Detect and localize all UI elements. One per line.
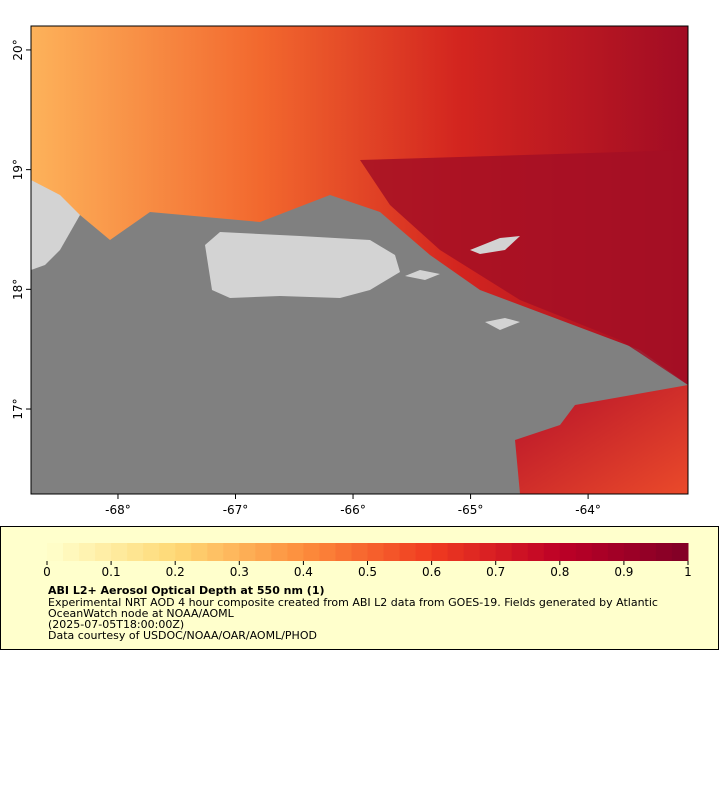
colorbar-step (399, 543, 417, 561)
colorbar-tick-label: 0 (43, 565, 51, 579)
colorbar-step (143, 543, 160, 561)
colorbar-step (623, 543, 641, 561)
map-frame (30, 25, 689, 495)
colorbar-tick-label: 1 (684, 565, 692, 579)
colorbar-tick-label: 0.6 (422, 565, 441, 579)
colorbar-step (447, 543, 465, 561)
colorbar-tick-label: 0.3 (230, 565, 249, 579)
virgin-islands (470, 236, 520, 254)
colorbar-step (63, 543, 80, 561)
colorbar-step (655, 543, 673, 561)
puerto-rico (205, 232, 400, 298)
colorbar-step (303, 543, 320, 561)
colorbar-step (271, 543, 288, 561)
colorbar-step (351, 543, 368, 561)
x-tick-label: -68° (105, 503, 131, 517)
hispaniola (31, 180, 80, 270)
colorbar-step (479, 543, 497, 561)
colorbar-step (431, 543, 449, 561)
colorbar-tick-label: 0.8 (550, 565, 569, 579)
legend-line: Experimental NRT AOD 4 hour composite cr… (48, 596, 658, 609)
colorbar-step (255, 543, 272, 561)
y-tick-label: 18° (11, 279, 25, 300)
colorbar-step (79, 543, 96, 561)
aod-south (515, 385, 688, 494)
x-tick-label: -65° (458, 503, 484, 517)
colorbar-step (367, 543, 385, 561)
colorbar-step (607, 543, 625, 561)
y-tick-label: 19° (11, 159, 25, 180)
colorbar-step (239, 543, 256, 561)
colorbar-step (287, 543, 304, 561)
colorbar-tick-label: 0.4 (294, 565, 313, 579)
axes: -68° -67° -66° -65° -64° 17° 18° 19° 20° (11, 39, 601, 517)
colorbar-tick-label: 0.1 (102, 565, 121, 579)
colorbar-step (463, 543, 481, 561)
map-field (30, 25, 689, 495)
colorbar: 0 0.1 0.2 0.3 0.4 0.5 0.6 0.7 0.8 0.9 1 (43, 543, 692, 579)
colorbar-step (159, 543, 176, 561)
colorbar-step (175, 543, 192, 561)
colorbar-step (335, 543, 352, 561)
colorbar-step (671, 543, 689, 561)
x-tick-label: -66° (340, 503, 366, 517)
vieques (405, 270, 440, 280)
colorbar-tick-label: 0.9 (614, 565, 633, 579)
st-croix (485, 318, 520, 330)
colorbar-tick-label: 0.2 (166, 565, 185, 579)
colorbar-step (543, 543, 561, 561)
colorbar-step (127, 543, 144, 561)
colorbar-step (591, 543, 609, 561)
colorbar-step (511, 543, 529, 561)
colorbar-step (207, 543, 224, 561)
colorbar-tick-label: 0.7 (486, 565, 505, 579)
colorbar-step (47, 543, 64, 561)
y-tick-label: 20° (11, 39, 25, 60)
legend-line: (2025-07-05T18:00:00Z) (48, 618, 184, 631)
colorbar-step (639, 543, 657, 561)
x-tick-label: -67° (223, 503, 249, 517)
legend-title: ABI L2+ Aerosol Optical Depth at 550 nm … (48, 584, 325, 597)
y-tick-label: 17° (11, 398, 25, 419)
x-tick-label: -64° (575, 503, 601, 517)
colorbar-step (415, 543, 433, 561)
colorbar-step (223, 543, 240, 561)
colorbar-step (527, 543, 545, 561)
legend-line: Data courtesy of USDOC/NOAA/OAR/AOML/PHO… (48, 629, 317, 642)
colorbar-step (495, 543, 513, 561)
legend-line: OceanWatch node at NOAA/AOML (48, 607, 235, 620)
colorbar-step (95, 543, 112, 561)
aod-high (360, 150, 688, 385)
colorbar-step (319, 543, 336, 561)
colorbar-step (559, 543, 577, 561)
colorbar-step (191, 543, 208, 561)
colorbar-step (111, 543, 128, 561)
colorbar-step (575, 543, 593, 561)
colorbar-tick-label: 0.5 (358, 565, 377, 579)
colorbar-step (383, 543, 401, 561)
